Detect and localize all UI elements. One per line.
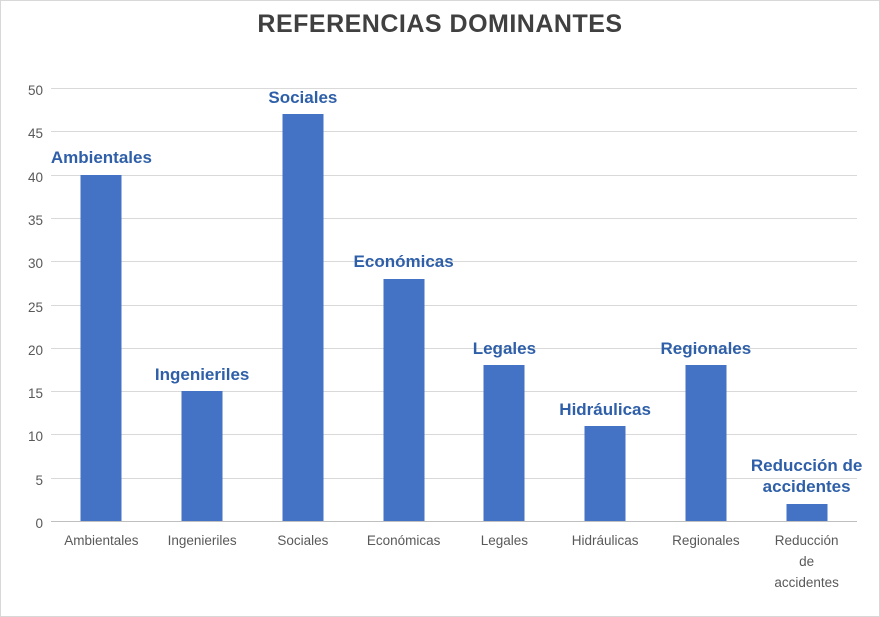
gridline	[51, 304, 857, 306]
y-tick-label: 10	[27, 429, 43, 445]
series-label: Reducción de accidentes	[750, 456, 863, 497]
y-tick-label: 25	[27, 299, 43, 315]
y-tick-label: 30	[27, 256, 43, 272]
y-tick-label: 40	[27, 169, 43, 185]
x-tick-label: Hidráulicas	[571, 533, 639, 548]
y-tick-label: 20	[27, 342, 43, 358]
y-tick-label: 5	[35, 472, 43, 488]
y-tick-label: 45	[27, 126, 43, 142]
bar	[483, 365, 525, 521]
y-tick-label: 0	[35, 516, 43, 531]
series-label: Sociales	[268, 87, 338, 107]
x-tick-label: Económicas	[366, 533, 441, 548]
gridline	[51, 347, 857, 349]
gridline	[51, 217, 857, 219]
series-label: Regionales	[660, 338, 752, 358]
gridline	[51, 88, 857, 89]
gridline	[51, 174, 857, 176]
x-axis-line	[51, 521, 857, 522]
gridline	[51, 131, 857, 133]
chart-title: REFERENCIAS DOMINANTES	[257, 10, 623, 38]
bar	[584, 425, 626, 521]
series-label: Hidráulicas	[559, 399, 651, 419]
bar	[383, 278, 425, 521]
gridline	[51, 261, 857, 263]
bar	[80, 174, 122, 521]
series-label: Legales	[472, 338, 537, 358]
x-tick-label: Regionales	[672, 533, 740, 548]
x-tick-label: Reducción de accidentes	[774, 533, 839, 590]
series-label: Económicas	[353, 252, 454, 272]
x-tick-label: Ambientales	[64, 533, 139, 548]
series-label: Ambientales	[50, 148, 152, 168]
x-tick-label: Ingenieriles	[167, 533, 237, 548]
series-label: Ingenieriles	[154, 364, 250, 384]
bar	[181, 391, 223, 521]
bar	[282, 113, 324, 521]
bar	[685, 365, 727, 521]
x-tick-label: Sociales	[277, 533, 329, 548]
gridline	[51, 477, 857, 479]
bar	[786, 503, 828, 521]
x-tick-label: Legales	[480, 533, 529, 548]
gridline	[51, 391, 857, 393]
y-tick-label: 50	[27, 83, 43, 98]
y-tick-label: 35	[27, 212, 43, 228]
y-tick-label: 15	[27, 386, 43, 402]
gridline	[51, 434, 857, 436]
plot-area: 0 5 10 15 20 25 30 35 40 45 50 Ambientales Ambiental…	[28, 83, 862, 590]
